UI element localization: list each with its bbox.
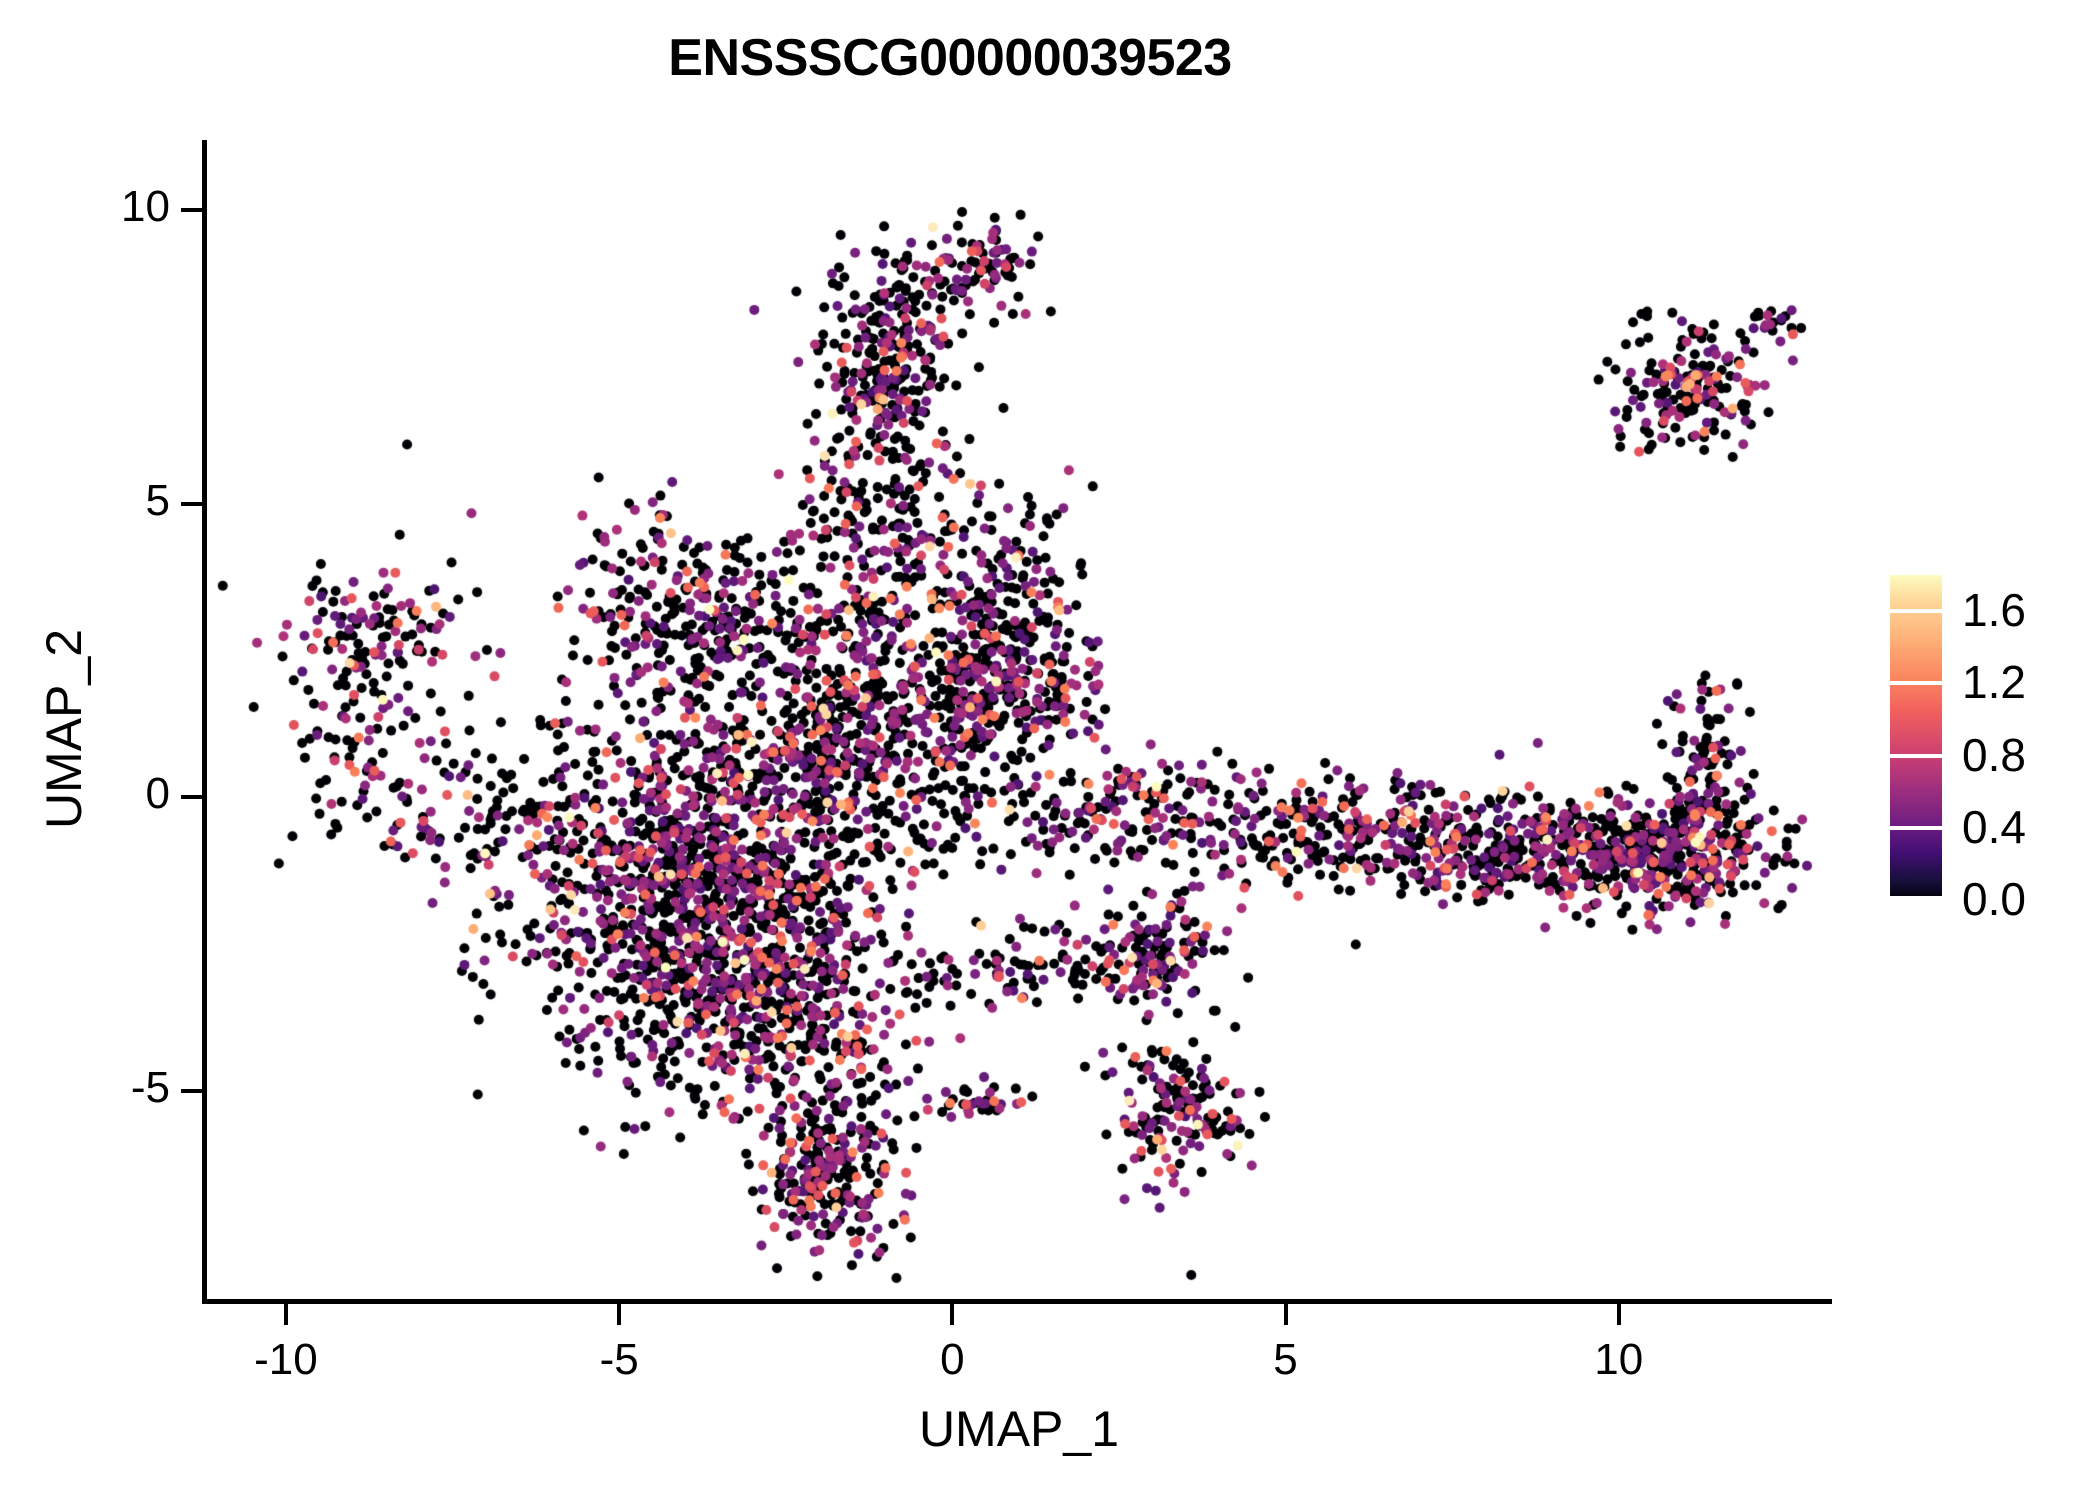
colorbar-tick-label: 0.4	[1962, 800, 2026, 853]
colorbar-tick-mark	[1890, 825, 1942, 830]
y-tick-label: 10	[121, 182, 170, 232]
colorbar-tick-mark	[1890, 896, 1942, 900]
colorbar-tick-mark	[1890, 753, 1942, 758]
x-tick-label: -10	[254, 1335, 318, 1384]
plot-panel	[206, 140, 1832, 1302]
y-tick-mark	[181, 795, 203, 800]
x-tick-mark	[1283, 1303, 1288, 1325]
colorbar-legend: 0.0 0.4 0.8 1.2 1.6	[1890, 575, 2090, 922]
x-tick-label: 0	[940, 1335, 965, 1384]
x-tick-mark	[950, 1303, 955, 1325]
colorbar-tick-label: 0.8	[1962, 728, 2026, 781]
x-axis-title: UMAP_1	[918, 1401, 1120, 1457]
x-tick-mark	[1616, 1303, 1621, 1325]
y-tick-mark	[181, 1088, 203, 1093]
y-tick-label: -5	[130, 1062, 170, 1112]
x-tick-mark	[617, 1303, 622, 1325]
colorbar-tick-label: 1.6	[1962, 584, 2026, 637]
y-tick-label: 5	[145, 475, 170, 525]
y-tick-mark	[181, 208, 203, 213]
y-tick-label: 0	[145, 769, 170, 819]
colorbar-tick-mark	[1890, 609, 1942, 614]
colorbar-gradient	[1890, 575, 1942, 900]
x-tick-label: 5	[1273, 1335, 1298, 1384]
x-tick-label: -5	[599, 1335, 639, 1384]
page-title: ENSSSCG00000039523	[668, 29, 1232, 87]
x-axis-line	[202, 1299, 1832, 1304]
x-tick-mark	[283, 1303, 288, 1325]
colorbar-tick-mark	[1890, 681, 1942, 686]
y-axis-title: UMAP_2	[36, 628, 92, 830]
x-tick-label: 10	[1594, 1335, 1644, 1384]
y-tick-mark	[181, 501, 203, 506]
y-axis-line	[202, 140, 207, 1304]
colorbar-tick-label: 1.2	[1962, 656, 2026, 709]
colorbar-tick-label: 0.0	[1962, 873, 2026, 925]
scatter-points-layer	[206, 140, 1832, 1302]
